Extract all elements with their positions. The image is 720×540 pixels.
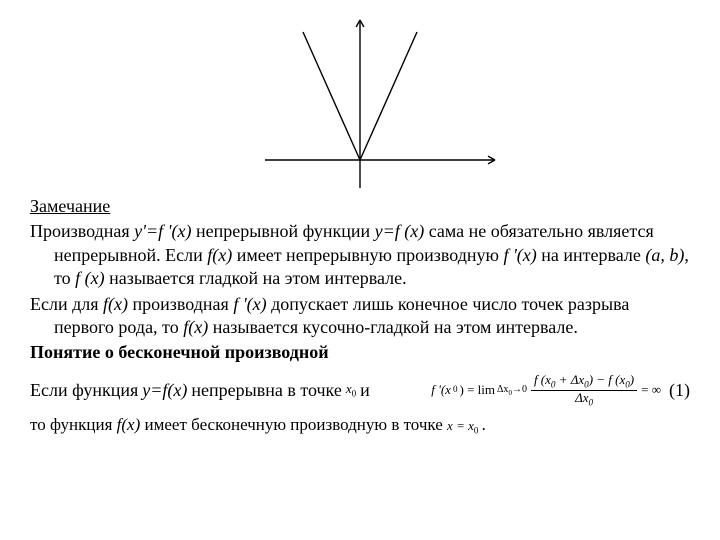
- p2-f: f(x): [183, 317, 208, 337]
- p1-c: непрерывной функции: [192, 221, 375, 241]
- p1-g: имеет непрерывную производную: [232, 245, 503, 265]
- p1-d: y=f (x): [375, 221, 425, 241]
- p1-h: f '(x): [503, 245, 536, 265]
- slide: Замечание Производная y'=f '(x) непрерыв…: [0, 0, 720, 540]
- p2-c: производная: [128, 294, 233, 314]
- p1-m: называется гладкой на этом интервале.: [105, 268, 407, 288]
- heading2-text: Понятие о бесконечной производной: [30, 342, 329, 362]
- den-a: Δx: [575, 390, 588, 405]
- x0-symbol: x0: [346, 381, 356, 400]
- x0-sub: 0: [352, 388, 357, 398]
- p4-b: f(x): [117, 415, 141, 434]
- paragraph-4: то функция f(x) имеет бесконечную произв…: [30, 414, 690, 437]
- p4-a: то функция: [30, 415, 117, 434]
- fraction-den: Δx0: [572, 391, 596, 408]
- p1-i: на интервале: [537, 245, 646, 265]
- fprime-sub: 0: [453, 384, 458, 396]
- p1-l: f (x): [75, 268, 104, 288]
- fraction-num: f (x0 + Δx0) − f (x0): [531, 373, 637, 391]
- fprime-close: ) = lim: [460, 382, 496, 399]
- p1-b: y'=f '(x): [134, 221, 191, 241]
- p3-b: y=f(x): [142, 379, 187, 402]
- fprime-a: f '(x: [431, 382, 451, 399]
- graph-container: [30, 10, 690, 195]
- p3-d: и: [360, 379, 370, 402]
- paragraph-2: Если для f(x) производная f '(x) допуска…: [30, 293, 690, 340]
- heading-infinite-derivative: Понятие о бесконечной производной: [30, 341, 690, 364]
- p2-a: Если для: [30, 294, 103, 314]
- paragraph-3: Если функция y=f(x) непрерывна в точке x…: [30, 373, 690, 408]
- p3-c: непрерывна в точке: [191, 379, 341, 402]
- eqx-a: x = x: [447, 418, 474, 433]
- p2-g: называется кусочно-гладкой на этом интер…: [208, 317, 578, 337]
- p1-f: f(x): [207, 245, 232, 265]
- body-text: Замечание Производная y'=f '(x) непрерыв…: [30, 195, 690, 437]
- remark-heading: Замечание: [30, 195, 690, 218]
- eq-number: (1): [669, 379, 690, 402]
- paragraph-1: Производная y'=f '(x) непрерывной функци…: [30, 220, 690, 290]
- p3-a: Если функция: [30, 379, 138, 402]
- p1-a: Производная: [30, 221, 134, 241]
- lim-sub-a: Δx: [497, 384, 508, 395]
- p1-j: (a, b): [645, 245, 684, 265]
- lim-sub: Δx0→0: [497, 383, 527, 398]
- x-eq-x0: x = x0: [447, 418, 482, 433]
- fraction: f (x0 + Δx0) − f (x0) Δx0: [531, 373, 637, 408]
- den-s: 0: [588, 397, 593, 407]
- limit-formula: f '(x0) = limΔx0→0 f (x0 + Δx0) − f (x0)…: [431, 373, 661, 408]
- num-c: ) − f (x: [589, 372, 626, 387]
- p4-d: .: [482, 415, 486, 434]
- p2-d: f '(x): [233, 294, 266, 314]
- eq-infinity: = ∞: [641, 382, 661, 399]
- num-a: f (x: [534, 372, 551, 387]
- eqx-sub: 0: [474, 426, 479, 436]
- p4-c: имеет бесконечную производную в точке: [140, 415, 447, 434]
- lim-sub-b: →0: [512, 384, 527, 395]
- remark-heading-text: Замечание: [30, 196, 110, 216]
- num-d: ): [630, 372, 634, 387]
- coordinate-graph: [205, 10, 515, 195]
- p2-b: f(x): [103, 294, 128, 314]
- num-b: + Δx: [555, 372, 584, 387]
